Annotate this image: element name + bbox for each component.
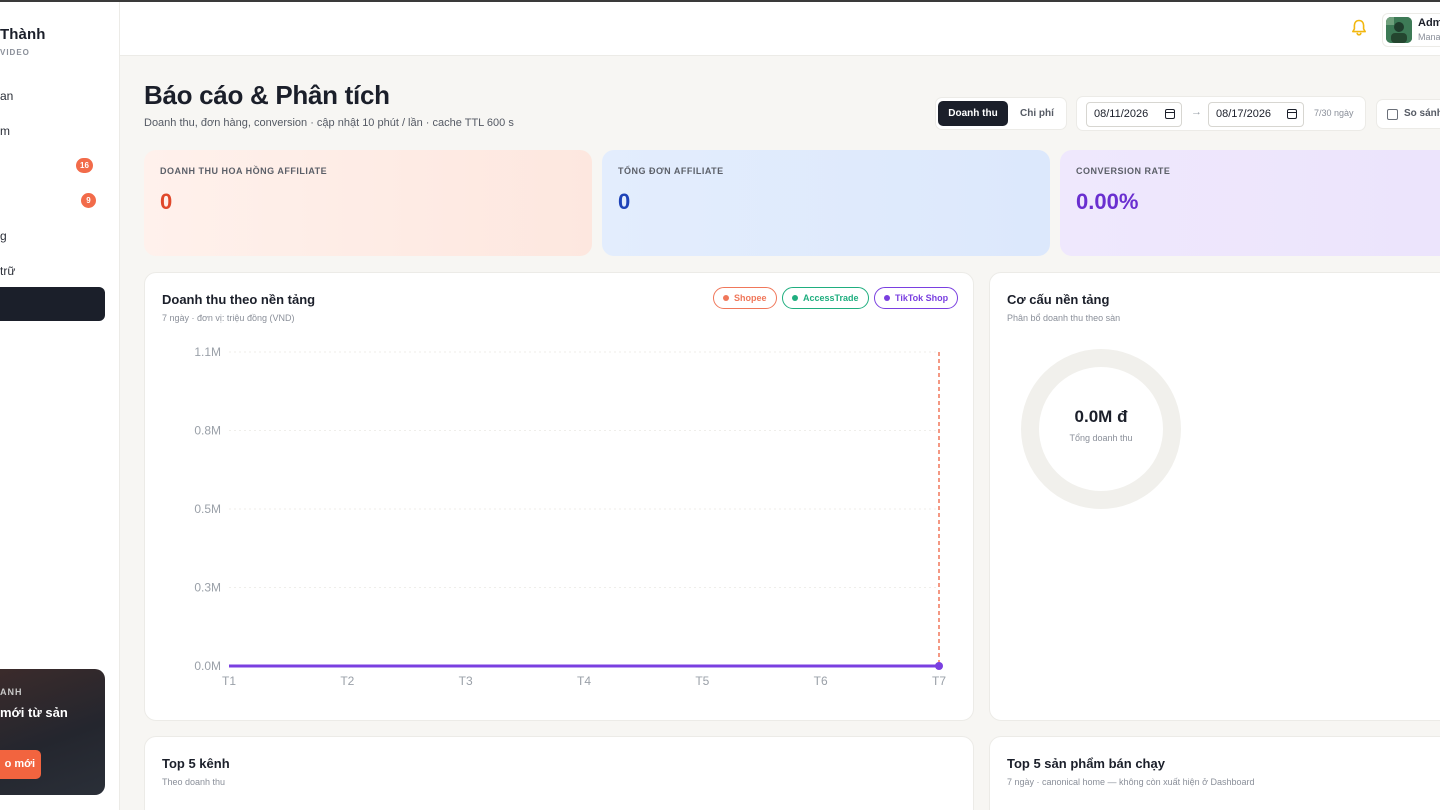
kpi-label: TỔNG ĐƠN AFFILIATE (618, 166, 724, 176)
panel-title: Top 5 kênh (162, 756, 230, 771)
x-tick-label: T2 (340, 674, 354, 688)
panel-title: Doanh thu theo nền tảng (162, 292, 316, 307)
sidebar-item-3[interactable]: 16 (0, 156, 110, 176)
sidebar: Thành VIDEO an m 16 9 g trữ ANH mới từ s… (0, 2, 120, 810)
sidebar-item-1[interactable]: an (0, 86, 110, 106)
revenue-by-platform-panel: Doanh thu theo nền tảng 7 ngày · đơn vị:… (144, 272, 974, 721)
sidebar-item-label: m (0, 124, 10, 138)
legend-shopee[interactable]: Shopee (713, 287, 777, 309)
page-subtitle: Doanh thu, đơn hàng, conversion · cập nh… (144, 117, 514, 129)
kpi-conversion-rate: CONVERSION RATE 0.00% (1060, 150, 1440, 256)
y-tick-label: 0.8M (194, 424, 221, 438)
panel-title: Cơ cấu nền tảng (1007, 292, 1110, 307)
date-to-input[interactable]: 08/17/2026 (1208, 102, 1304, 127)
legend-dot (792, 295, 798, 301)
brand-name: Thành (0, 26, 46, 43)
legend-label: TikTok Shop (895, 293, 949, 303)
x-tick-label: T4 (577, 674, 591, 688)
sidebar-item-label: an (0, 89, 14, 103)
sidebar-item-label: trữ (0, 264, 16, 278)
y-tick-label: 1.1M (194, 345, 221, 359)
sidebar-item-5[interactable]: g (0, 226, 110, 246)
compare-checkbox[interactable] (1387, 109, 1398, 120)
sidebar-item-2[interactable]: m (0, 121, 110, 141)
top-products-panel: Top 5 sản phẩm bán chạy 7 ngày · canonic… (989, 736, 1440, 810)
x-tick-label: T6 (814, 674, 828, 688)
user-menu[interactable]: Adm Mana (1382, 13, 1440, 47)
date-from-value: 08/11/2026 (1094, 108, 1149, 120)
legend-label: AccessTrade (803, 293, 859, 303)
donut-total-value: 0.0M đ (1074, 407, 1128, 426)
range-note: 7/30 ngày (1314, 108, 1354, 118)
metric-toggle: Doanh thu Chi phí (935, 97, 1067, 130)
compare-label: So sánh (1404, 108, 1440, 119)
promo-create-button[interactable]: o mới (0, 750, 41, 779)
panel-title: Top 5 sản phẩm bán chạy (1007, 756, 1165, 771)
sidebar-item-6[interactable]: trữ (0, 261, 110, 281)
date-from-input[interactable]: 08/11/2026 (1086, 102, 1182, 127)
kpi-affiliate-orders: TỔNG ĐƠN AFFILIATE 0 (602, 150, 1050, 256)
y-tick-label: 0.3M (194, 581, 221, 595)
calendar-icon (1164, 109, 1175, 119)
top-header: Adm Mana (120, 2, 1440, 56)
bell-icon[interactable] (1351, 19, 1367, 42)
promo-title: mới từ sản (0, 705, 68, 720)
legend-tiktok-shop[interactable]: TikTok Shop (874, 287, 959, 309)
calendar-icon (1286, 109, 1297, 119)
x-tick-label: T1 (222, 674, 236, 688)
x-tick-label: T3 (459, 674, 473, 688)
date-to-value: 08/17/2026 (1216, 108, 1272, 120)
kpi-value: 0 (618, 189, 631, 214)
sidebar-item-reports-active[interactable] (0, 287, 105, 321)
panel-subtitle: 7 ngày · canonical home — không còn xuất… (1007, 777, 1255, 787)
window-top-border (0, 0, 1440, 2)
count-badge: 16 (76, 158, 93, 173)
sidebar-item-4[interactable]: 9 (0, 191, 110, 211)
x-tick-label: T7 (932, 674, 946, 688)
brand-subtitle: VIDEO (0, 48, 30, 57)
panel-subtitle: 7 ngày · đơn vị: triệu đồng (VND) (162, 313, 295, 323)
platform-donut-chart (1021, 349, 1181, 509)
user-role: Mana (1418, 32, 1440, 42)
kpi-value: 0.00% (1076, 189, 1139, 214)
panel-subtitle: Phân bổ doanh thu theo sàn (1007, 313, 1121, 323)
compare-toggle[interactable]: So sánh (1376, 99, 1440, 129)
y-tick-label: 0.5M (194, 502, 221, 516)
legend-label: Shopee (734, 293, 767, 303)
date-range-picker: 08/11/2026 → 08/17/2026 7/30 ngày (1076, 96, 1366, 131)
y-tick-label: 0.0M (194, 659, 221, 673)
legend-dot (723, 295, 729, 301)
kpi-label: DOANH THU HOA HỒNG AFFILIATE (160, 166, 328, 176)
count-badge: 9 (81, 193, 96, 208)
donut-total-label: Tổng doanh thu (1069, 433, 1133, 443)
panel-subtitle: Theo doanh thu (162, 777, 226, 787)
page-title: Báo cáo & Phân tích (144, 80, 390, 110)
legend-dot (884, 295, 890, 301)
brand: Thành VIDEO (0, 26, 46, 57)
top-channels-panel: Top 5 kênh Theo doanh thu (144, 736, 974, 810)
promo-tag: ANH (0, 687, 23, 697)
legend-accesstrade[interactable]: AccessTrade (782, 287, 869, 309)
toggle-cost[interactable]: Chi phí (1020, 108, 1054, 119)
kpi-value: 0 (160, 189, 173, 214)
arrow-right-icon: → (1191, 106, 1202, 118)
promo-card: ANH mới từ sản o mới (0, 669, 105, 795)
kpi-label: CONVERSION RATE (1076, 166, 1171, 176)
toggle-revenue[interactable]: Doanh thu (938, 101, 1008, 126)
data-point (935, 662, 943, 670)
avatar (1386, 17, 1412, 43)
sidebar-item-label: g (0, 229, 7, 243)
platform-share-panel: Cơ cấu nền tảng Phân bổ doanh thu theo s… (989, 272, 1440, 721)
user-name: Adm (1418, 17, 1440, 29)
kpi-affiliate-revenue: DOANH THU HOA HỒNG AFFILIATE 0 (144, 150, 592, 256)
x-tick-label: T5 (695, 674, 709, 688)
